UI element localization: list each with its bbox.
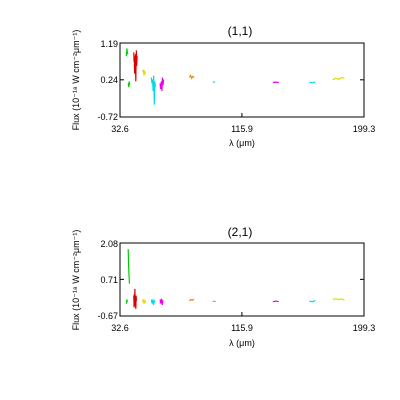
panel-2-plot-frame	[119, 242, 365, 317]
panel-1-ytick-label: -0.72	[97, 112, 118, 122]
panel-2-xtick-label: 199.3	[353, 323, 376, 333]
panel-2: (2,1) 2.08 0.71 -0.67 32.6 115.9 199.3 λ…	[71, 225, 375, 348]
panel-1-series-line	[159, 77, 165, 92]
panel-2-series-line	[272, 300, 279, 303]
panel-1-title: (1,1)	[228, 24, 253, 38]
panel-1-x-axis-label: λ (μm)	[229, 138, 255, 148]
panel-2-ytick-label: -0.67	[97, 311, 118, 321]
panel-2-series-line	[127, 249, 131, 284]
panel-2-series-line	[159, 298, 164, 305]
panel-1-xtick-label: 199.3	[353, 124, 376, 134]
panel-1: (1,1) 1.19 0.24 -0.72 32.6 115.9 199.3 λ…	[71, 24, 375, 148]
panel-1-series-line	[150, 75, 156, 105]
panel-2-xtick-label: 115.9	[231, 323, 253, 333]
panel-2-series-line	[188, 298, 195, 302]
panel-1-marks	[119, 42, 365, 118]
panel-1-series-line	[141, 69, 147, 76]
panel-1-series-line	[125, 48, 129, 57]
panel-2-marks	[119, 242, 365, 317]
panel-1-plot-frame	[119, 42, 365, 118]
panel-2-y-axis-label: Flux (10⁻¹⁸ W cm⁻²μm⁻¹)	[71, 230, 81, 331]
panel-1-y-axis-label: Flux (10⁻¹⁸ W cm⁻²μm⁻¹)	[71, 30, 81, 131]
panel-1-series-line	[127, 81, 131, 88]
panel-1-series-line	[332, 76, 345, 81]
panel-2-xtick-label: 32.6	[111, 323, 129, 333]
panel-2-series-line	[309, 300, 316, 303]
panel-2-ytick-label: 2.08	[100, 239, 118, 249]
panel-2-series-line	[332, 298, 345, 301]
panel-1-xtick-label: 115.9	[231, 124, 253, 134]
panel-1-series-line	[133, 50, 138, 82]
panel-1-ytick-label: 0.24	[100, 75, 118, 85]
panel-1-xtick-label: 32.6	[111, 124, 129, 134]
panel-1-series-line	[188, 74, 195, 80]
panel-1-ytick-label: 1.19	[100, 39, 118, 49]
panel-2-series-line	[133, 288, 137, 309]
panel-1-series-line	[309, 81, 316, 84]
panel-2-title: (2,1)	[228, 225, 253, 239]
panel-2-series-line	[141, 299, 147, 305]
panel-2-series-line	[125, 299, 128, 304]
panel-2-series-line	[150, 299, 156, 306]
panel-2-x-axis-label: λ (μm)	[229, 338, 255, 348]
panel-2-ytick-label: 0.71	[100, 275, 118, 285]
